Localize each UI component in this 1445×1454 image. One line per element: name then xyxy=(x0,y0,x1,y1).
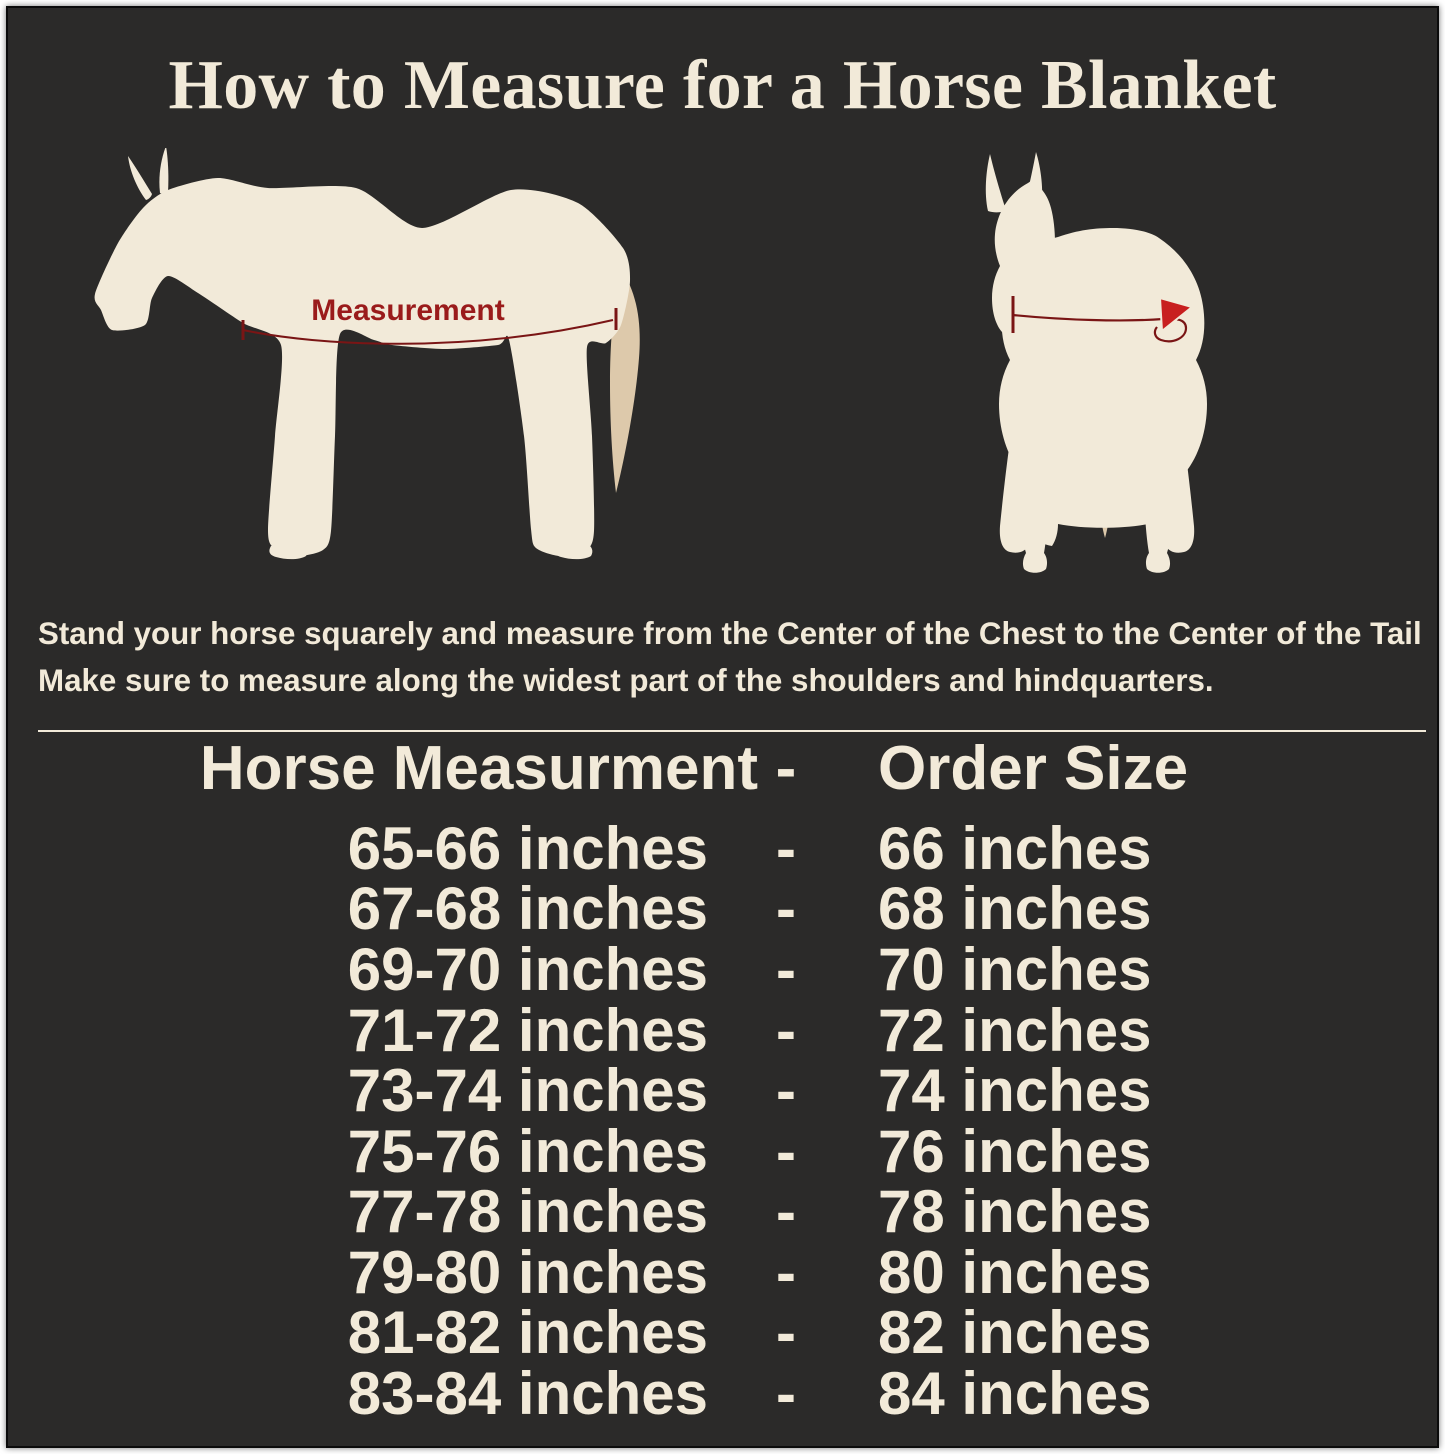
svg-text:Measurement: Measurement xyxy=(311,294,504,327)
